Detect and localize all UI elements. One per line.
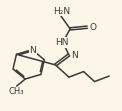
Text: HN: HN [56,38,69,47]
Text: CH₃: CH₃ [9,87,24,96]
Text: N: N [29,46,36,55]
Text: O: O [90,23,97,33]
Text: H₂N: H₂N [53,7,70,16]
Text: N: N [72,51,78,60]
